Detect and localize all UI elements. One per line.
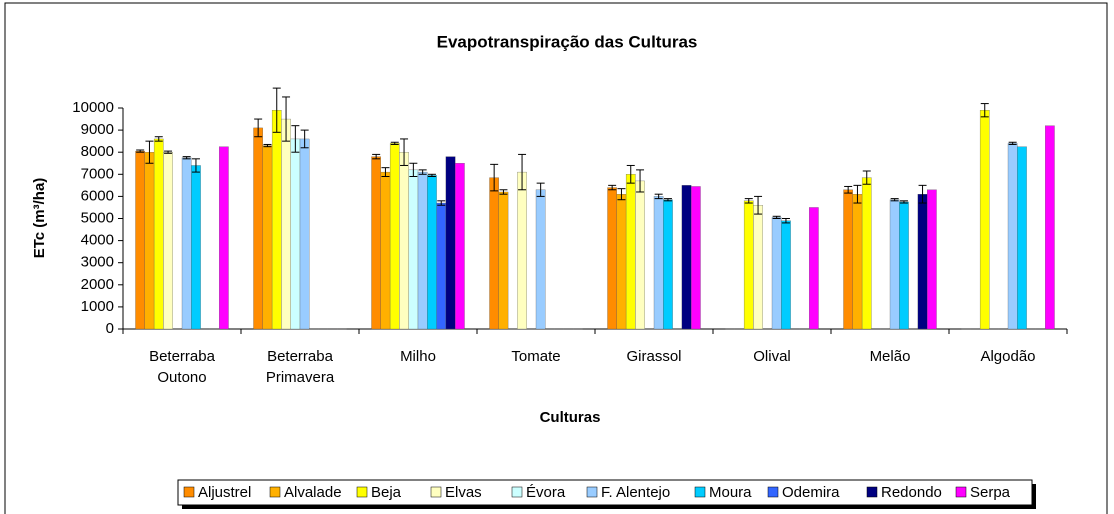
legend-swatch <box>586 486 598 498</box>
x-tick-label: Algodão <box>980 348 1035 365</box>
bar <box>427 175 437 330</box>
bar <box>1007 143 1018 330</box>
bar <box>861 177 872 330</box>
legend-label: F. Alentejo <box>601 484 670 501</box>
y-tick-label: 2000 <box>81 276 114 293</box>
bar <box>262 145 273 330</box>
bar <box>181 157 192 330</box>
x-axis-title: Culturas <box>540 409 601 426</box>
bar <box>917 194 928 330</box>
legend-label: Odemira <box>782 484 840 501</box>
x-tick-label: Melão <box>870 348 911 365</box>
bar <box>153 138 164 330</box>
bar <box>445 156 456 330</box>
bar <box>663 199 673 330</box>
legend-swatch <box>694 486 706 498</box>
bar <box>455 163 465 330</box>
bar <box>299 138 310 330</box>
x-tick-label-line: Beterraba <box>149 348 216 365</box>
legend-swatch <box>767 486 779 498</box>
bar <box>535 189 546 330</box>
y-tick-label: 9000 <box>81 121 114 138</box>
bar <box>927 189 937 330</box>
bar <box>753 205 763 330</box>
bar <box>253 127 263 330</box>
bar <box>899 201 909 330</box>
bar <box>979 110 990 330</box>
y-tick-label: 7000 <box>81 165 114 182</box>
bar <box>408 169 419 330</box>
bar <box>389 143 400 330</box>
legend-label: Évora <box>526 484 566 501</box>
bar <box>281 118 291 330</box>
x-tick-label-line: Beterraba <box>267 348 334 365</box>
y-tick-label: 4000 <box>81 232 114 249</box>
bar <box>691 186 701 330</box>
bar <box>399 152 409 330</box>
bar <box>380 171 391 330</box>
legend-swatch <box>955 486 967 498</box>
bar <box>889 199 900 330</box>
x-tick-label: Tomate <box>511 348 560 365</box>
legend-swatch <box>183 486 195 498</box>
legend-label: Moura <box>709 484 752 501</box>
legend-swatch <box>511 486 523 498</box>
bar <box>290 138 301 330</box>
bar <box>607 187 617 330</box>
bar <box>616 194 627 330</box>
x-tick-label: Olival <box>753 348 791 365</box>
bar <box>417 171 428 330</box>
x-tick-label: Beterraba Primavera <box>266 348 335 386</box>
y-tick-label: 5000 <box>81 209 114 226</box>
bar <box>843 189 853 330</box>
bar <box>371 156 381 330</box>
legend-swatch <box>866 486 878 498</box>
y-tick-label: 6000 <box>81 187 114 204</box>
legend-label: Alvalade <box>284 484 342 501</box>
x-tick-label: Milho <box>400 348 436 365</box>
bar <box>852 194 863 330</box>
bar <box>1045 125 1055 330</box>
bar <box>163 152 173 330</box>
bar <box>771 217 782 330</box>
bar <box>489 177 499 330</box>
bar <box>743 200 754 330</box>
bar <box>681 185 692 330</box>
x-tick-label: Beterraba Outono <box>149 348 216 386</box>
chart-title: Evapotranspiração das Culturas <box>437 32 698 51</box>
bar <box>635 180 645 330</box>
bar <box>809 207 819 330</box>
y-tick-label: 1000 <box>81 298 114 315</box>
bar <box>1017 146 1027 330</box>
bar <box>191 165 201 330</box>
x-tick-label-line: Outono <box>157 369 206 386</box>
x-tick-label-line: Primavera <box>266 369 335 386</box>
y-axis-title: ETc (m³/ha) <box>31 178 48 259</box>
bar <box>135 150 145 330</box>
bar <box>781 220 791 330</box>
legend-label: Elvas <box>445 484 482 501</box>
legend-swatch <box>269 486 281 498</box>
y-tick-label: 8000 <box>81 143 114 160</box>
legend-label: Redondo <box>881 484 942 501</box>
legend-label: Serpa <box>970 484 1011 501</box>
legend-label: Aljustrel <box>198 484 251 501</box>
bar <box>219 146 229 330</box>
legend <box>177 479 1033 506</box>
bar <box>625 174 636 330</box>
y-tick-label: 0 <box>106 320 114 337</box>
bar <box>271 110 282 330</box>
x-tick-label: Girassol <box>626 348 681 365</box>
legend-swatch <box>430 486 442 498</box>
y-tick-label: 3000 <box>81 254 114 271</box>
y-tick-label: 10000 <box>72 99 114 116</box>
bar <box>144 152 155 330</box>
bar <box>436 202 447 330</box>
legend-swatch <box>356 486 368 498</box>
legend-label: Beja <box>371 484 402 501</box>
bar <box>653 196 664 330</box>
bar <box>498 191 509 330</box>
bar <box>517 171 527 330</box>
